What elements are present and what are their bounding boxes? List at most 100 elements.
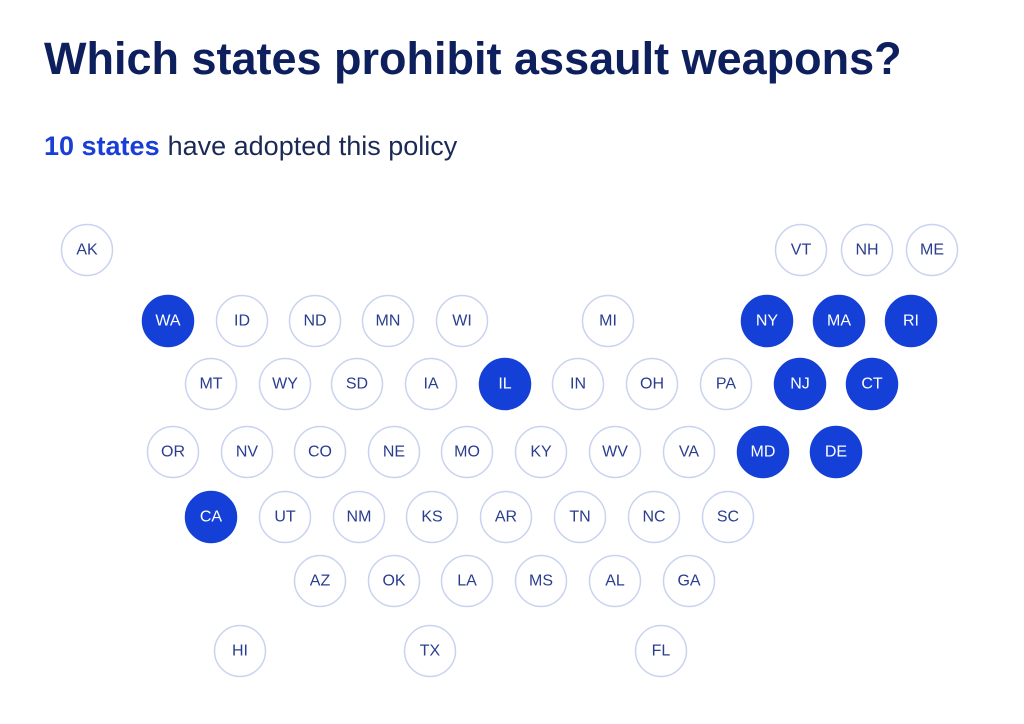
state-circle <box>740 294 794 348</box>
state-label: MT <box>199 376 222 393</box>
state-label: IL <box>498 376 511 393</box>
state-circle <box>258 490 312 544</box>
state-label: NJ <box>790 376 810 393</box>
state-label: IN <box>570 376 586 393</box>
state-tile: CO <box>293 425 347 479</box>
state-label: ID <box>234 313 250 330</box>
state-label: ND <box>303 313 326 330</box>
state-tile: MI <box>581 294 635 348</box>
state-circle <box>435 294 489 348</box>
state-label: MS <box>529 573 553 590</box>
state-label: WA <box>155 313 181 330</box>
state-tile: TN <box>553 490 607 544</box>
state-circle <box>361 294 415 348</box>
state-label: NE <box>383 444 405 461</box>
state-tiles: AK VT NH ME WA ID ND MN WI MI NY MA RI MT WY SD IA IL IN OH… <box>60 223 959 678</box>
state-circle <box>184 357 238 411</box>
state-circle <box>905 223 959 277</box>
state-tile: TX <box>403 624 457 678</box>
state-tile: MA <box>812 294 866 348</box>
state-label: NM <box>347 509 372 526</box>
state-tile: CT <box>845 357 899 411</box>
state-circle <box>551 357 605 411</box>
state-circle <box>293 425 347 479</box>
state-label: SC <box>717 509 739 526</box>
state-circle <box>403 624 457 678</box>
state-tile: ID <box>215 294 269 348</box>
state-label: OK <box>382 573 405 590</box>
state-tile: MO <box>440 425 494 479</box>
state-circle <box>213 624 267 678</box>
state-label: KY <box>530 444 552 461</box>
state-label: DE <box>825 444 847 461</box>
state-label: VT <box>791 242 812 259</box>
state-tile: HI <box>213 624 267 678</box>
state-circle <box>220 425 274 479</box>
state-tile: WI <box>435 294 489 348</box>
state-circle <box>884 294 938 348</box>
state-label: AR <box>495 509 517 526</box>
state-circle <box>479 490 533 544</box>
state-circle <box>288 294 342 348</box>
state-label: GA <box>677 573 700 590</box>
state-tile: WA <box>141 294 195 348</box>
state-circle <box>215 294 269 348</box>
state-circle <box>330 357 384 411</box>
state-label: TN <box>569 509 590 526</box>
state-circle <box>258 357 312 411</box>
state-circle <box>845 357 899 411</box>
state-circle <box>662 554 716 608</box>
state-tile: AR <box>479 490 533 544</box>
state-label: IA <box>423 376 438 393</box>
state-label: UT <box>274 509 296 526</box>
state-tile: MN <box>361 294 415 348</box>
state-tile: OK <box>367 554 421 608</box>
state-label: CO <box>308 444 332 461</box>
state-label: AL <box>605 573 625 590</box>
state-label: OR <box>161 444 185 461</box>
state-tile: MT <box>184 357 238 411</box>
state-tile: KS <box>405 490 459 544</box>
state-label: WY <box>272 376 298 393</box>
state-tile: NV <box>220 425 274 479</box>
state-label: PA <box>716 376 736 393</box>
state-tile: NM <box>332 490 386 544</box>
state-tile: VT <box>774 223 828 277</box>
state-circle <box>184 490 238 544</box>
state-tile: WY <box>258 357 312 411</box>
state-tile: WV <box>588 425 642 479</box>
state-label: MN <box>376 313 401 330</box>
state-tile: VA <box>662 425 716 479</box>
subtitle-highlight: 10 states <box>44 131 160 161</box>
state-circle <box>514 425 568 479</box>
state-label: NH <box>855 242 878 259</box>
state-circle <box>588 425 642 479</box>
state-circle <box>627 490 681 544</box>
state-circle <box>440 554 494 608</box>
state-circle <box>812 294 866 348</box>
state-circle <box>699 357 753 411</box>
state-circle <box>634 624 688 678</box>
state-circle <box>367 554 421 608</box>
title: Which states prohibit assault weapons? <box>44 33 902 84</box>
state-circle <box>141 294 195 348</box>
state-circle <box>332 490 386 544</box>
state-label: CA <box>200 509 223 526</box>
state-label: AZ <box>310 573 331 590</box>
state-tile: FL <box>634 624 688 678</box>
state-circle <box>625 357 679 411</box>
state-circle <box>736 425 790 479</box>
state-circle <box>60 223 114 277</box>
state-circle <box>553 490 607 544</box>
state-tile: MD <box>736 425 790 479</box>
state-tile: IA <box>404 357 458 411</box>
state-circle <box>478 357 532 411</box>
state-circle <box>146 425 200 479</box>
state-tile: MS <box>514 554 568 608</box>
state-circle <box>662 425 716 479</box>
state-tile: CA <box>184 490 238 544</box>
state-tile: OH <box>625 357 679 411</box>
state-circle <box>774 223 828 277</box>
state-circle <box>440 425 494 479</box>
